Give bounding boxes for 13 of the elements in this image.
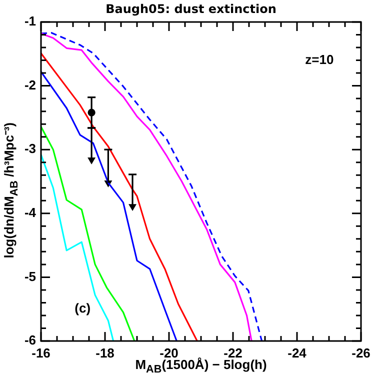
y-tick-label: -3	[24, 141, 36, 156]
y-tick-label: -4	[24, 204, 37, 220]
y-tick-label: -6	[24, 332, 36, 348]
y-tick-label: -1	[24, 14, 36, 29]
y-tick-label: -5	[24, 268, 36, 284]
x-tick-label: -26	[352, 345, 370, 360]
x-tick-label: -24	[288, 345, 308, 360]
x-tick-label: -16	[32, 345, 50, 360]
annotation: (c)	[74, 300, 91, 316]
y-tick-label: -2	[24, 77, 36, 92]
x-tick-label: -18	[96, 345, 114, 360]
chart-title: Baugh05: dust extinction	[106, 2, 276, 16]
annotation: z=10	[305, 52, 334, 67]
